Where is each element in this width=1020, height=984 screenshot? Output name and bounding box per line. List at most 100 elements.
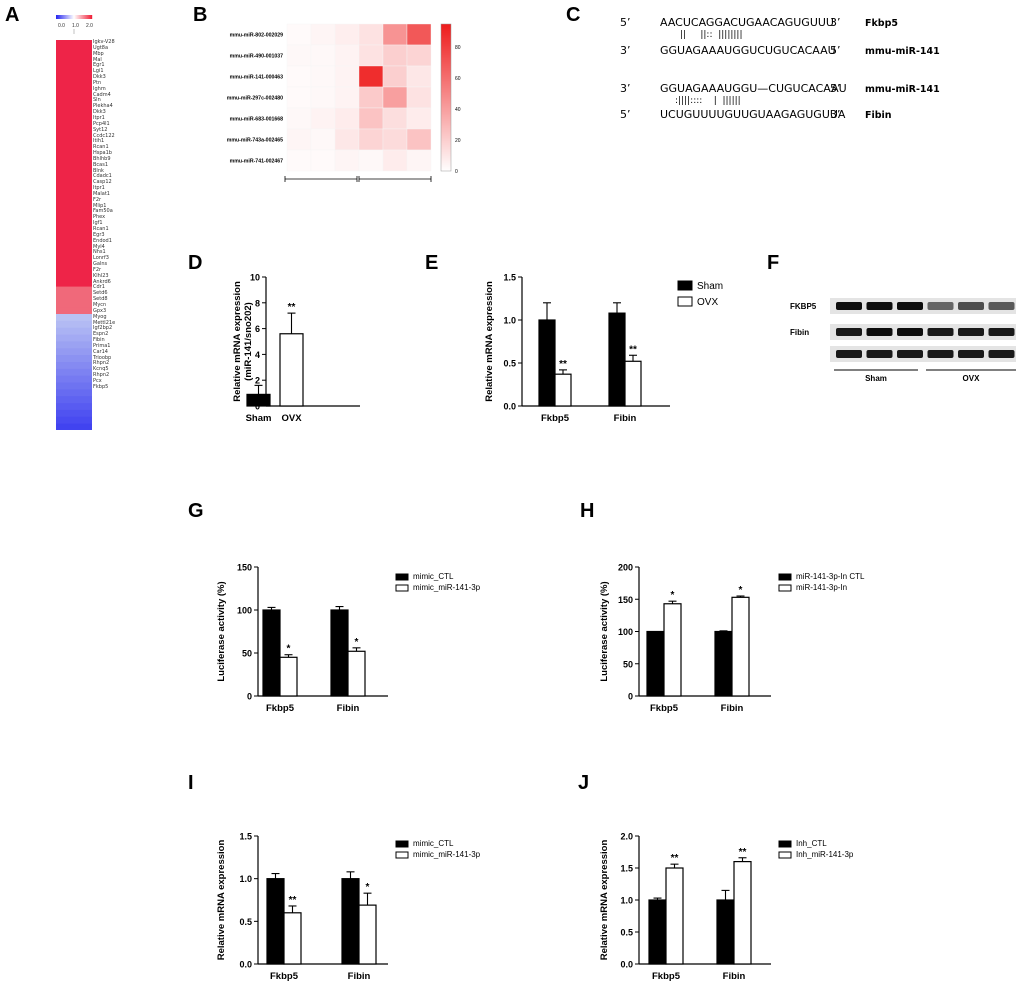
scale-bar-segment [74,15,76,19]
blot-band [958,302,984,310]
mir141-sequence: GGUAGAAAUGGU—CUGUCACAAU [660,82,847,95]
heatmap-cell [382,86,408,109]
mirna-row-label: mmu-miR-141-000463 [230,75,283,81]
heatmap-cell [56,197,92,205]
colorbar-segment [441,170,451,172]
colorbar-segment [441,43,451,45]
heatmap-cell [310,23,336,46]
colorbar-segment [441,84,451,86]
panel-label-g: G [188,500,204,522]
heatmap-cell [56,163,92,171]
gene-label: Prima1 [93,342,111,349]
colorbar-segment [441,54,451,56]
legend-label: mimic_CTL [413,839,454,848]
colorbar-segment [441,92,451,94]
heatmap-cell [382,128,408,151]
heatmap-cell [56,122,92,130]
colorbar-segment [441,154,451,156]
bar [646,630,665,697]
y-axis-label: Luciferase activity (%) [216,581,227,681]
prime-label: 3’ [830,108,841,121]
gene-label: Ptn [93,79,102,86]
heatmap-cell [286,128,312,151]
bar [648,899,667,965]
colorbar-segment [441,139,451,141]
heatmap-cell [56,224,92,233]
colorbar-segment [441,121,451,123]
scale-bar-segment [71,15,73,19]
colorbar-tick-label: 80 [455,45,461,51]
scale-bar-segment [58,15,60,19]
heatmap-cell [56,279,92,287]
scale-tick-label: 2.0 [86,23,93,29]
colorbar-segment [441,164,451,166]
heatmap-cell [56,74,92,82]
heatmap-cell [358,23,384,46]
gene-label: Myog [93,313,107,320]
legend-swatch [677,280,693,291]
panel-label-h: H [580,500,595,522]
bar [347,650,366,697]
scale-bar-segment [80,15,82,19]
colorbar-frame [440,23,452,172]
y-tick-label: 100 [237,606,252,616]
y-tick-label: 0.0 [620,960,633,970]
gene-label: Ighm [93,85,106,92]
blot-band [836,328,862,336]
heatmap-cell [56,218,92,226]
x-tick-label: Fibin [614,413,637,424]
heatmap-cell [358,107,384,130]
gene-label: Rcan1 [93,144,109,151]
heatmap-cell [56,156,92,164]
colorbar-segment [441,90,451,92]
colorbar-segment [441,151,451,153]
gene-label: Itih1 [93,138,105,145]
colorbar-segment [441,166,451,168]
scale-bar-segment [73,15,75,19]
scale-bar-segment [77,15,79,19]
group-label: OVX [963,374,981,383]
bar [358,904,377,965]
heatmap-cell [56,382,92,390]
y-tick-label: 8 [255,298,260,308]
scale-bar-segment [65,15,67,19]
colorbar-segment [441,168,451,170]
colorbar-segment [441,25,451,27]
colorbar-segment [441,32,451,34]
colorbar-segment [441,115,451,117]
colorbar-segment [441,36,451,38]
gene-label: Ankrd6 [93,278,111,285]
gene-label: Endod1 [93,237,112,244]
colorbar-segment [441,117,451,119]
heatmap-cell [358,44,384,67]
colorbar-segment [441,100,451,102]
legend-swatch [395,851,409,859]
prime-label: 3’ [830,16,841,29]
gene-label: Myl4 [93,243,105,250]
mirna-row-label: mmu-miR-297c-002480 [227,96,283,102]
colorbar-segment [441,150,451,152]
colorbar-segment [441,65,451,67]
bar [262,609,281,697]
legend-label: miR-141-3p-In CTL [796,572,865,581]
colorbar-segment [441,161,451,163]
colorbar-segment [441,135,451,137]
sequence-name: mmu-miR-141 [865,84,940,95]
colorbar-segment [441,102,451,104]
y-tick-label: 1.0 [503,316,516,326]
heatmap-cell [56,314,92,322]
colorbar-segment [441,24,451,26]
fibin-sequence: UCUGUUUUGUUGUAAGAGUGUUA [660,108,846,121]
blot-band [958,328,984,336]
colorbar-segment [441,58,451,60]
y-tick-label: 10 [250,273,260,283]
heatmap-cell [358,128,384,151]
y-tick-label: 1.0 [239,874,252,884]
gene-label: Mal [93,56,102,63]
gene-label: Cadm4 [93,91,111,98]
legend-swatch [395,840,409,848]
heatmap-cell [56,190,92,198]
heatmap-cell [334,44,360,67]
legend-label: miR-141-3p-In [796,583,847,592]
colorbar-segment [441,120,451,122]
